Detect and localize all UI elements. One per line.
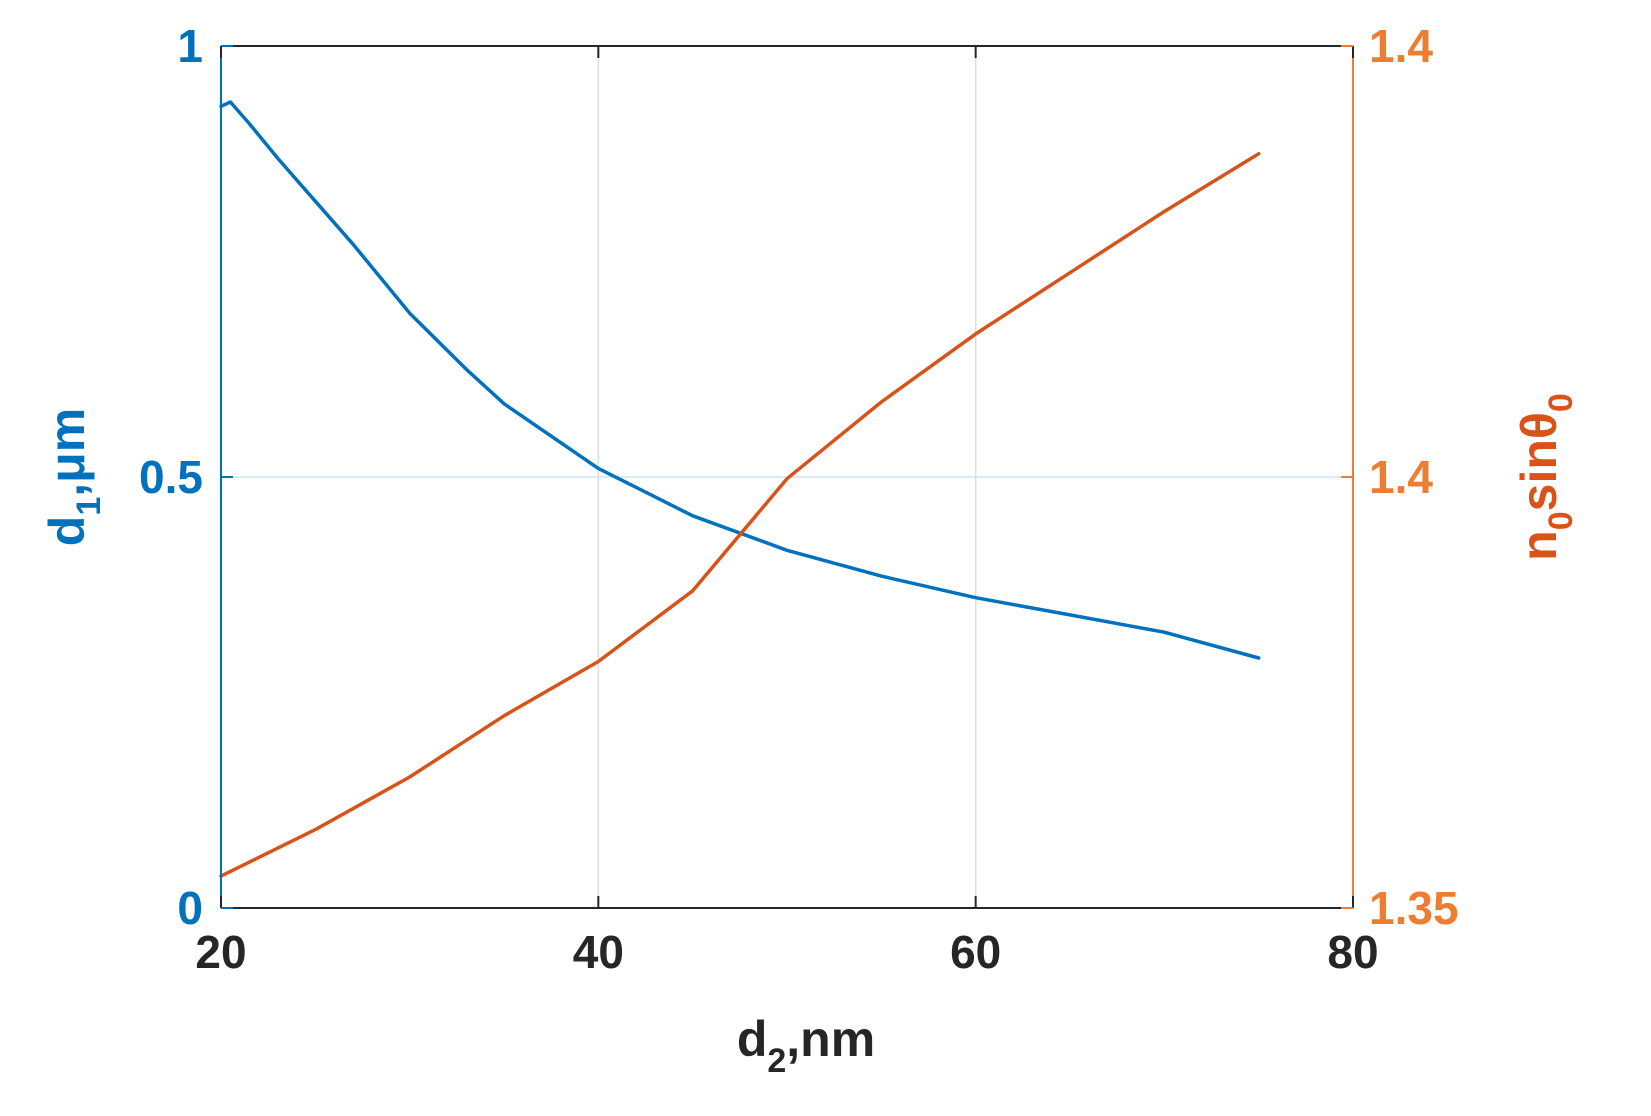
x-tick-label: 60 [950, 926, 1001, 978]
y-right-axis-title-subscript: 0 [1542, 511, 1580, 530]
x-axis-title-suffix: ,nm [786, 1011, 875, 1067]
x-tick-label: 20 [195, 926, 246, 978]
series-layer [219, 100, 1261, 878]
x-tick-label: 80 [1327, 926, 1378, 978]
axes [220, 45, 1354, 909]
y-left-axis-title-suffix: ,μm [39, 408, 95, 497]
series-line-right [219, 151, 1261, 878]
tick-labels: 20 40 60 80 0 0.5 1 1.35 1.4 1.4 [139, 20, 1458, 978]
y-right-tick-label: 1.4 [1369, 451, 1433, 503]
x-axis-title-subscript: 2 [767, 1042, 786, 1080]
x-tick-label: 40 [573, 926, 624, 978]
y-right-axis-title-main: n [1511, 530, 1567, 561]
y-left-tick-label: 0 [177, 882, 203, 934]
y-left-axis-title-main: d [39, 516, 95, 547]
y-left-tick-label: 1 [177, 20, 203, 72]
y-right-axis-title-subscript2: 0 [1542, 393, 1580, 412]
x-axis-title: d2,nm [737, 1011, 875, 1080]
y-left-tick-label: 0.5 [139, 451, 203, 503]
y-left-axis-title-subscript: 1 [70, 497, 108, 516]
series-line-left [219, 100, 1261, 660]
y-left-axis-title: d1,μm [39, 408, 108, 546]
y-right-axis-title-mid: sinθ [1511, 412, 1567, 511]
x-axis-title-main: d [737, 1011, 768, 1067]
y-right-tick-label: 1.35 [1369, 882, 1459, 934]
y-right-axis-title: n0sinθ0 [1511, 393, 1580, 561]
y-right-tick-label: 1.4 [1369, 20, 1433, 72]
